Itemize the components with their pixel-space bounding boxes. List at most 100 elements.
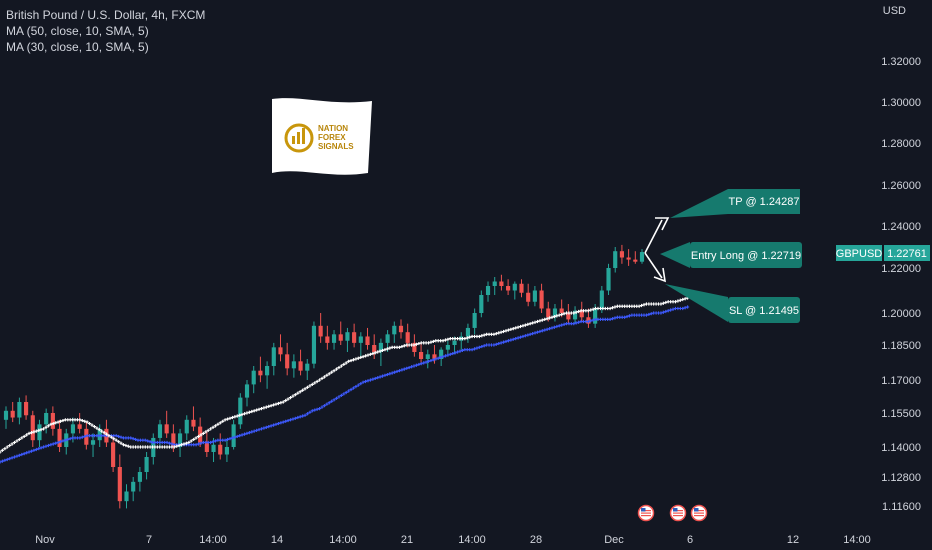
ma50-marker (557, 324, 561, 328)
ma30-marker (661, 301, 665, 305)
economic-events[interactable] (637, 504, 708, 522)
ma50-marker (492, 343, 496, 347)
time-axis[interactable]: Nov 7 14:00 14 14:00 21 14:00 28 Dec 6 12 14:00 (35, 534, 871, 546)
ma30-marker (3, 447, 7, 451)
ma30-marker (269, 404, 273, 408)
ma50-marker (417, 362, 421, 367)
ma50-marker (325, 402, 329, 406)
ma50-marker (167, 441, 172, 445)
ma50-marker (439, 355, 443, 360)
price-axis[interactable]: 1.32000 1.30000 1.28000 1.26000 1.24000 1.220… (881, 56, 921, 513)
ma30-marker (574, 310, 578, 314)
ma50-marker (482, 344, 486, 348)
ma30-marker (550, 315, 554, 319)
ma50-marker (284, 419, 288, 423)
symbol-price-tag[interactable]: GBPUSD 1.22761 (836, 245, 930, 261)
candle (572, 306, 578, 324)
currency-label[interactable]: USD (882, 5, 906, 17)
ma50-marker (257, 428, 261, 432)
candle (117, 454, 122, 509)
ma50-marker (361, 380, 365, 384)
ma30-marker (61, 418, 65, 423)
ma30-marker (49, 422, 53, 426)
ma30-marker (262, 406, 266, 410)
ma30-marker (235, 414, 239, 418)
candle (579, 301, 584, 322)
symbol-label: GBPUSD (836, 248, 883, 260)
ma30-marker (22, 434, 26, 439)
ma50-marker (279, 421, 283, 425)
chart-title[interactable]: British Pound / U.S. Dollar, 4h, FXCM (6, 8, 206, 22)
ma30-marker (535, 319, 540, 324)
candle (318, 313, 323, 343)
ma50-marker (422, 361, 426, 365)
ma50-marker (354, 385, 358, 389)
ma30-marker (414, 342, 419, 346)
ma30-marker (586, 309, 590, 313)
ma30-marker (664, 300, 668, 305)
ma30-marker (291, 394, 295, 398)
ma30-marker (494, 332, 498, 336)
ma30-marker (337, 365, 341, 370)
ma50-marker (659, 311, 663, 315)
nation-forex-signals-logo: NATION FOREX SIGNALS (272, 98, 372, 175)
ma30-marker (349, 358, 353, 363)
chart-legend[interactable]: British Pound / U.S. Dollar, 4h, FXCM MA… (6, 7, 205, 55)
entry-callout[interactable]: Entry Long @ 1.22719 (660, 242, 802, 268)
ma30-marker (373, 351, 377, 355)
ma50-marker (54, 441, 58, 445)
ma50-marker (196, 442, 201, 446)
ma30-marker (477, 334, 481, 339)
ma50-marker (20, 452, 24, 457)
candle (37, 419, 42, 447)
ma30-marker (20, 436, 24, 440)
ma30-marker (376, 350, 380, 354)
ma30-marker (514, 326, 518, 330)
ma30-marker (124, 443, 128, 448)
ma50-marker (356, 383, 360, 387)
candle (278, 334, 283, 362)
ma50-marker (308, 410, 312, 414)
entry-label: Entry Long @ 1.22719 (691, 250, 801, 262)
ma50-marker (264, 425, 268, 429)
candle (231, 419, 236, 450)
ma30-marker (175, 444, 179, 448)
ma50-marker (78, 436, 82, 440)
ma30-marker (92, 425, 97, 429)
ma30-marker (613, 305, 617, 309)
ma30-marker (497, 331, 501, 335)
ma30-marker (637, 304, 641, 308)
ma50-marker (194, 443, 198, 447)
ma30-marker (187, 440, 191, 445)
ma50-marker (383, 373, 387, 377)
x-tick-label: 14:00 (199, 534, 227, 546)
ma30-marker (368, 352, 373, 356)
ma30-marker (54, 421, 58, 425)
ma50-marker (509, 338, 513, 342)
sl-label: SL @ 1.21495 (729, 305, 799, 317)
ma50-marker (296, 415, 300, 420)
us-flag-icon[interactable] (690, 504, 708, 522)
ma50-marker (3, 458, 7, 462)
ma30-marker (221, 419, 225, 423)
ma30-marker (315, 379, 319, 384)
ma30-marker (78, 418, 82, 422)
ma30-marker (100, 429, 104, 433)
ma50-marker (494, 342, 498, 346)
ma30-marker (465, 336, 469, 340)
sl-callout[interactable]: SL @ 1.21495 (665, 284, 800, 323)
ma50-marker (562, 322, 566, 326)
us-flag-icon[interactable] (669, 504, 687, 522)
ma50-marker (83, 434, 87, 439)
candle (218, 433, 223, 460)
candle (204, 431, 209, 457)
y-tick-label: 1.22000 (881, 263, 921, 275)
tp-callout[interactable]: TP @ 1.24287 (670, 189, 800, 218)
ma30-marker (322, 375, 327, 379)
ma50-legend[interactable]: MA (50, close, 10, SMA, 5) (6, 24, 149, 38)
ma30-marker (545, 317, 549, 321)
ma30-legend[interactable]: MA (30, close, 10, SMA, 5) (6, 40, 149, 54)
us-flag-icon[interactable] (637, 504, 655, 522)
ma30-marker (107, 434, 111, 438)
